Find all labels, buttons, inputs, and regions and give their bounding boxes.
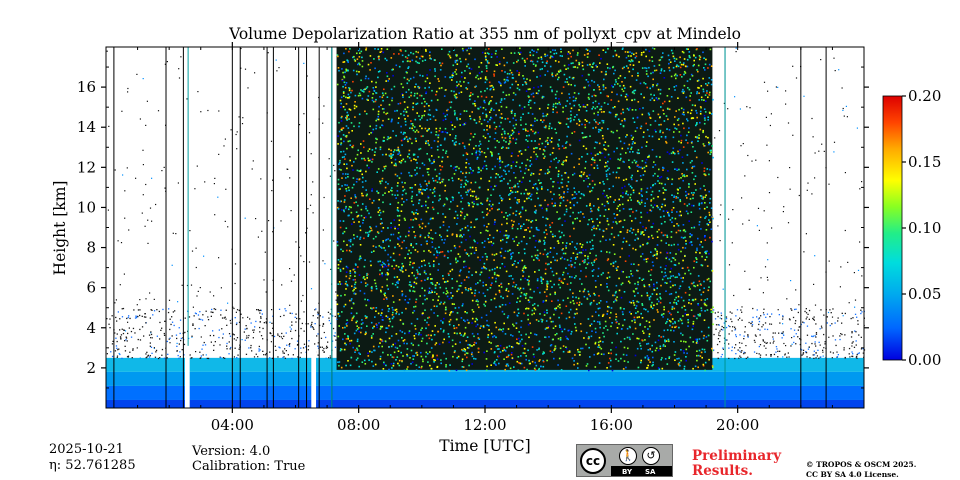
y-tick-label-14: 14	[77, 118, 96, 136]
attribution-icon: 🚶	[619, 447, 637, 465]
noise-segment-background	[336, 47, 713, 370]
y-tick-label-16: 16	[77, 78, 96, 96]
cc-icon: cc	[580, 448, 606, 474]
x-tick-label-12:00: 12:00	[463, 416, 506, 434]
cc-label-bar	[611, 466, 672, 476]
eta-label: η: 52.761285	[49, 458, 136, 473]
noise-speckle	[336, 47, 714, 372]
preliminary-line-2: Results.	[692, 463, 753, 479]
y-tick-label-8: 8	[86, 239, 96, 257]
preliminary-line-1: Preliminary	[692, 448, 782, 464]
heatmap-layer	[106, 47, 866, 408]
colorbar-axis: 0.00 0.05 0.10 0.15 0.20	[902, 87, 941, 369]
y-axis-label: Height [km]	[51, 180, 69, 276]
x-tick-label-16:00: 16:00	[590, 416, 633, 434]
colorbar	[882, 95, 903, 361]
chart-title: Volume Depolarization Ratio at 355 nm of…	[229, 25, 741, 43]
copyright-notice: © TROPOS & OSCM 2025. CC BY SA 4.0 Licen…	[806, 460, 916, 480]
boundary-layer-band-0	[106, 399, 864, 408]
data-gap-1	[311, 345, 317, 408]
date-label: 2025-10-21	[49, 442, 124, 457]
by-label: BY	[622, 468, 633, 476]
copyright-line-2: CC BY SA 4.0 License.	[806, 470, 899, 479]
preliminary-notice: Preliminary Results.	[692, 449, 781, 479]
calibration-label: Calibration: True	[192, 459, 306, 474]
colorbar-label-0.00: 0.00	[908, 351, 941, 369]
x-tick-label-04:00: 04:00	[211, 416, 254, 434]
y-tick-label-6: 6	[86, 279, 96, 297]
boundary-layer-band-2	[106, 371, 864, 386]
y-tick-label-12: 12	[77, 158, 96, 176]
colorbar-label-0.10: 0.10	[908, 219, 941, 237]
plot-frame	[105, 46, 865, 409]
y-tick-label-2: 2	[86, 359, 96, 377]
x-axis-label: Time [UTC]	[439, 437, 531, 455]
boundary-layer-band-1	[106, 385, 864, 400]
boundary-layer-top-dots	[106, 307, 866, 360]
y-tick-label-4: 4	[86, 319, 96, 337]
axes-layer: 04:00 08:00 12:00 16:00 20:00 2 4 6 8 10 12 14 16	[77, 42, 869, 434]
x-tick-label-08:00: 08:00	[337, 416, 380, 434]
x-tick-label-20:00: 20:00	[716, 416, 759, 434]
colorbar-label-0.05: 0.05	[908, 285, 941, 303]
colorbar-label-0.15: 0.15	[908, 153, 941, 171]
colorbar-label-0.20: 0.20	[908, 87, 941, 105]
sa-label: SA	[645, 468, 656, 476]
version-label: Version: 4.0	[192, 444, 271, 459]
y-tick-label-10: 10	[77, 198, 96, 216]
data-gap-0	[184, 345, 190, 408]
copyright-line-1: © TROPOS & OSCM 2025.	[806, 460, 917, 469]
share-alike-icon: ↺	[642, 447, 660, 465]
cc-license-badge: cc 🚶 ↺ BY SA	[576, 444, 673, 477]
